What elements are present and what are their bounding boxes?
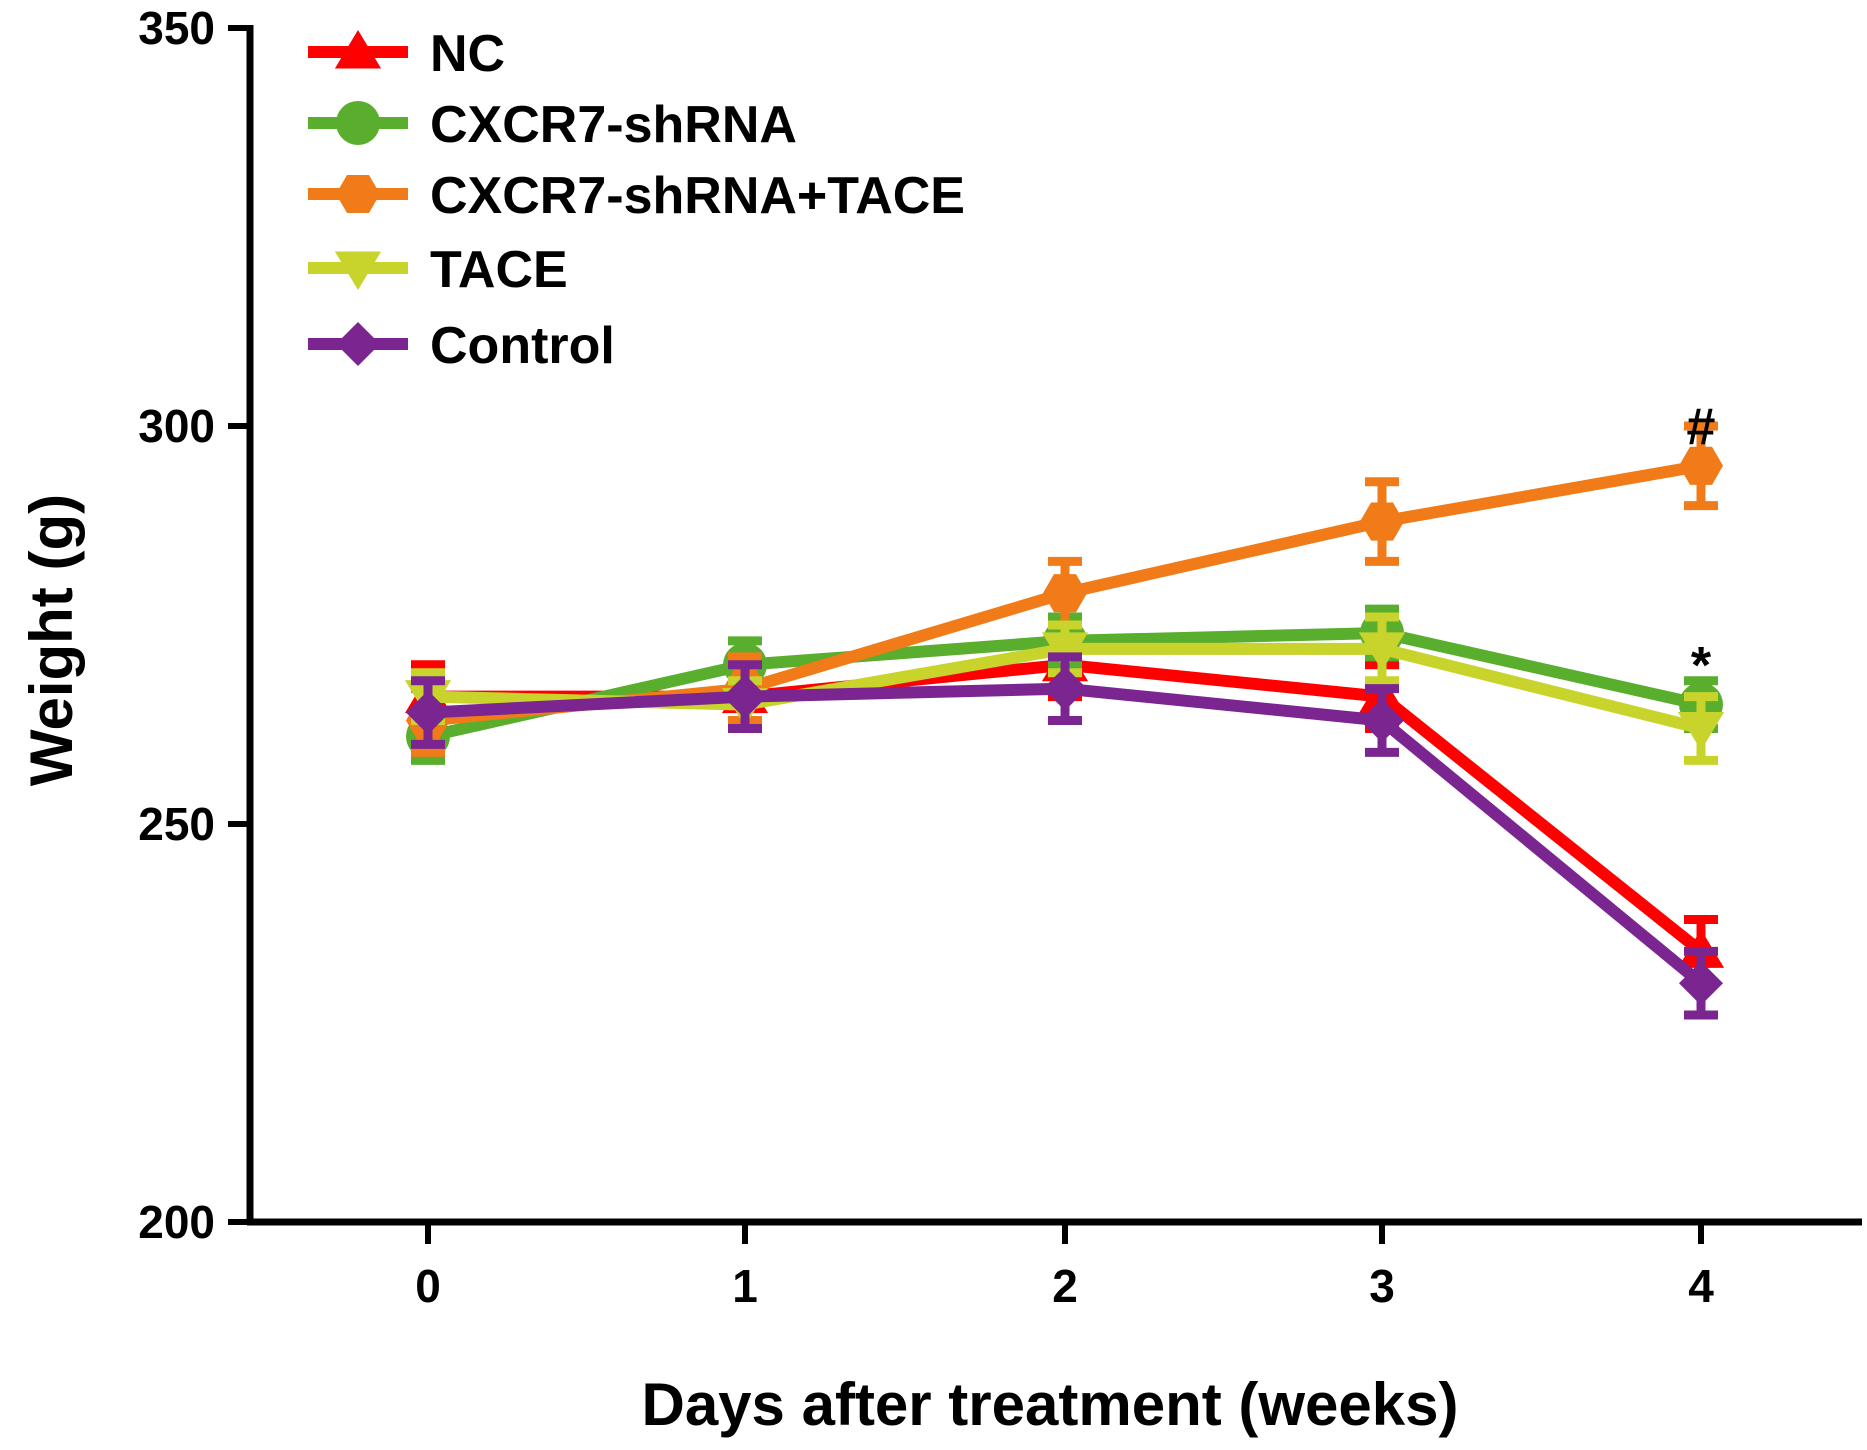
y-tick-label: 300 [138,400,215,452]
legend-entry: CXCR7-shRNA [308,96,797,154]
significance-mark: * [1691,637,1712,695]
legend-swatch-marker [334,30,382,69]
data-point [1041,632,1089,671]
data-point [723,674,767,719]
data-point [1679,446,1723,485]
data-point [1679,961,1723,1006]
series-line [427,682,1705,988]
data-point [1043,666,1087,711]
y-tick-label: 350 [138,2,215,54]
data-point [1043,574,1087,613]
legend: NC CXCR7-shRNA CXCR7-shRNA+TACE TACE Control [308,25,965,375]
x-tick-label: 1 [732,1260,758,1312]
data-point [1358,632,1406,671]
legend-entry: Control [308,317,615,375]
data-point [1360,698,1404,743]
x-tick-label: 2 [1052,1260,1078,1312]
legend-swatch-marker [336,174,380,214]
significance-mark: # [1687,398,1716,456]
x-tick-label: 0 [415,1260,441,1312]
y-tick-label: 250 [138,798,215,850]
data-point [1677,711,1725,751]
series-control [406,652,1723,1020]
legend-label: Control [430,317,615,375]
legend-swatch-marker [336,101,380,145]
legend-label: NC [430,25,505,83]
plot-area: #* [404,398,1725,1020]
axes: 200 250 300 350 0 1 2 3 4 [138,2,1862,1312]
legend-swatch-marker [336,322,380,366]
legend-swatch-marker [334,251,382,290]
x-tick-label: 4 [1688,1260,1714,1312]
legend-label: CXCR7-shRNA [430,96,797,154]
x-axis-title: Days after treatment (weeks) [641,1371,1458,1438]
data-point [406,690,450,735]
x-tick-label: 3 [1369,1260,1395,1312]
legend-entry: TACE [308,241,568,299]
legend-entry: NC [308,25,505,83]
y-axis-title: Weight (g) [18,494,85,786]
y-tick-label: 200 [138,1196,215,1248]
data-point [1360,502,1404,541]
legend-label: TACE [430,241,568,299]
legend-label: CXCR7-shRNA+TACE [430,167,965,225]
legend-entry: CXCR7-shRNA+TACE [308,167,965,225]
